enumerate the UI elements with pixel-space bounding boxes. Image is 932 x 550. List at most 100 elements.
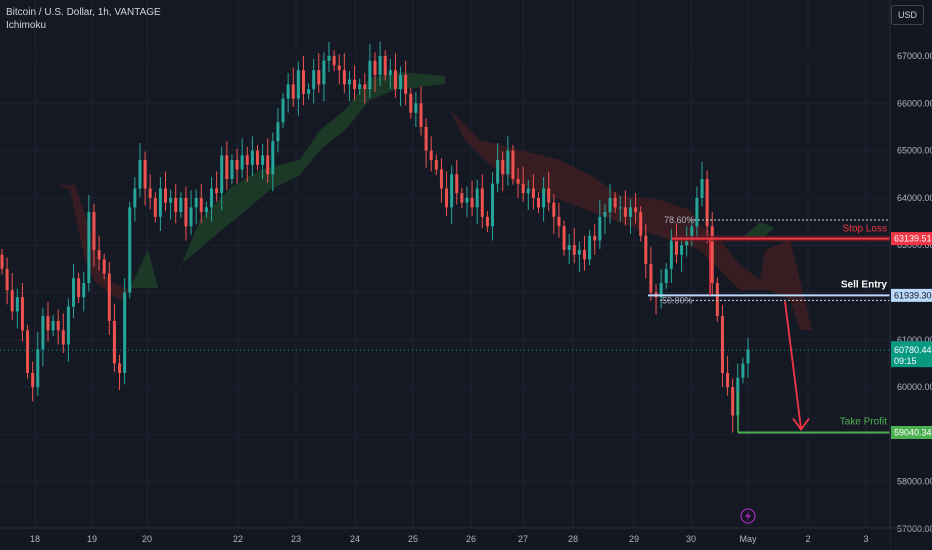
candle-body bbox=[715, 283, 719, 317]
candle-body bbox=[557, 216, 561, 227]
candle-body bbox=[138, 160, 142, 189]
candle-body bbox=[41, 316, 45, 350]
candle-body bbox=[66, 306, 70, 345]
candle-body bbox=[15, 297, 19, 312]
candle-body bbox=[153, 197, 157, 217]
candle-body bbox=[363, 84, 367, 90]
sell-entry-tag: 61939.30 bbox=[894, 290, 932, 300]
candle-body bbox=[61, 330, 65, 345]
candle-body bbox=[307, 89, 311, 94]
candle-body bbox=[475, 188, 479, 208]
candle-body bbox=[220, 155, 224, 194]
candle-body bbox=[404, 74, 408, 94]
candle-body bbox=[690, 226, 694, 241]
candle-body bbox=[342, 70, 346, 85]
candle-body bbox=[72, 278, 76, 307]
x-tick-label: 27 bbox=[518, 534, 528, 544]
x-tick-label: 28 bbox=[568, 534, 578, 544]
candle-body bbox=[567, 245, 571, 250]
candle-body bbox=[659, 283, 663, 298]
candle-body bbox=[491, 183, 495, 227]
candle-body bbox=[20, 297, 24, 331]
price-lines: 78.60% Stop Loss Sell Entry 50.00% Take Prof… bbox=[0, 215, 890, 434]
take-profit-tag-bg bbox=[891, 425, 932, 439]
candle-body bbox=[215, 188, 219, 194]
candle-body bbox=[603, 212, 607, 217]
candle-body bbox=[337, 65, 341, 71]
candle-body bbox=[286, 84, 290, 99]
fib-label-500: 50.00% bbox=[662, 295, 693, 305]
candle-body bbox=[261, 155, 265, 165]
sell-entry-tag-bg bbox=[891, 288, 932, 302]
candle-body bbox=[496, 160, 500, 184]
candle-body bbox=[107, 273, 111, 321]
candles bbox=[0, 41, 750, 433]
cloud-bullish bbox=[740, 222, 775, 240]
candle-body bbox=[455, 174, 459, 194]
candle-body bbox=[399, 74, 403, 90]
candle-body bbox=[618, 207, 622, 209]
candle-body bbox=[133, 188, 137, 208]
candle-body bbox=[51, 320, 55, 331]
candle-body bbox=[669, 240, 673, 269]
candle-body bbox=[593, 235, 597, 241]
stop-loss-label: Stop Loss bbox=[843, 224, 887, 235]
candle-body bbox=[26, 330, 30, 373]
lightning-bolt bbox=[745, 511, 751, 522]
candle-body bbox=[634, 207, 638, 213]
candle-body bbox=[419, 103, 423, 127]
cloud-bearish bbox=[58, 185, 130, 300]
candle-body bbox=[235, 160, 239, 170]
candle-body bbox=[710, 226, 714, 284]
price-axis-bg bbox=[890, 0, 932, 550]
candle-body bbox=[209, 188, 213, 208]
candle-body bbox=[204, 207, 208, 213]
candle-body bbox=[649, 264, 653, 293]
candle-body bbox=[255, 150, 259, 165]
candle-body bbox=[501, 160, 505, 175]
candle-body bbox=[465, 197, 469, 203]
candle-body bbox=[726, 372, 730, 388]
candle-body bbox=[10, 290, 14, 312]
candle-body bbox=[291, 84, 295, 99]
time-axis: 18 19 20 22 23 24 25 26 27 28 29 30 May 2 3 bbox=[0, 527, 932, 550]
indicator-label[interactable]: Ichimoku bbox=[6, 20, 47, 31]
candle-body bbox=[434, 160, 438, 170]
sell-entry-label: Sell Entry bbox=[841, 279, 888, 290]
projection-arrow bbox=[784, 301, 810, 432]
candle-body bbox=[526, 188, 530, 194]
time-axis-bg bbox=[0, 528, 890, 550]
candle-body bbox=[347, 79, 351, 85]
candle-body bbox=[429, 150, 433, 161]
lightning-event-icon[interactable] bbox=[740, 508, 756, 524]
symbol-title[interactable]: Bitcoin / U.S. Dollar, 1h, VANTAGE bbox=[6, 7, 161, 18]
currency-button[interactable]: USD bbox=[891, 5, 924, 25]
candle-body bbox=[169, 197, 173, 203]
candle-body bbox=[143, 160, 147, 189]
x-tick-label: 26 bbox=[466, 534, 476, 544]
candle-body bbox=[664, 268, 668, 284]
candle-body bbox=[572, 245, 576, 255]
candle-body bbox=[184, 197, 188, 227]
candle-body bbox=[506, 150, 510, 175]
candle-body bbox=[174, 197, 178, 213]
stop-loss-tag: 63139.51 bbox=[894, 234, 932, 244]
candle-body bbox=[511, 150, 515, 179]
countdown-tag: 09:15 bbox=[894, 356, 917, 366]
candle-body bbox=[383, 56, 387, 75]
candle-body bbox=[164, 188, 168, 203]
candle-body bbox=[312, 70, 316, 90]
y-tick-label: 66000.00 bbox=[897, 98, 932, 108]
candle-body bbox=[31, 372, 35, 388]
arrow-head bbox=[792, 417, 810, 432]
candle-body bbox=[705, 178, 709, 227]
candle-body bbox=[552, 202, 556, 217]
x-tick-label: May bbox=[739, 534, 757, 544]
candle-body bbox=[36, 349, 40, 388]
candle-body bbox=[700, 178, 704, 198]
candle-body bbox=[87, 212, 91, 284]
candle-body bbox=[112, 320, 116, 364]
candle-body bbox=[118, 363, 122, 373]
